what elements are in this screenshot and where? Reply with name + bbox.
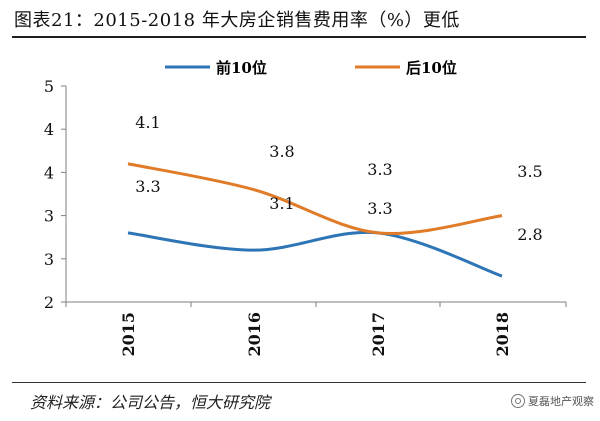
data-label: 3.5: [517, 162, 542, 181]
legend: 前10位 后10位: [165, 59, 457, 77]
x-tick-label: 2018: [493, 312, 512, 357]
bottom-rule: [12, 382, 586, 383]
y-tick-label: 5: [44, 77, 54, 96]
series-line-last10: [127, 162, 503, 236]
wechat-icon: [511, 394, 525, 408]
y-tick-label: 4: [44, 120, 54, 139]
axes: 2 3 3 4 4 5 2015 2016 2017 2018: [44, 77, 567, 357]
y-tick-label: 2: [44, 293, 54, 312]
legend-label-top10: 前10位: [216, 59, 267, 77]
title-rule: [12, 36, 586, 38]
data-label: 3.3: [367, 199, 392, 218]
data-label: 3.1: [269, 194, 294, 213]
y-tick-label: 4: [44, 163, 54, 182]
plot-area: 3.3 3.1 3.3 2.8 4.1 3.8 3.3 3.5: [127, 113, 543, 278]
y-tick-label: 3: [44, 207, 54, 226]
data-label: 3.8: [269, 142, 294, 161]
x-tick-label: 2017: [369, 312, 388, 357]
data-label: 4.1: [135, 113, 160, 132]
watermark: 夏磊地产观察: [511, 393, 594, 409]
legend-label-last10: 后10位: [406, 59, 457, 77]
data-label: 3.3: [367, 160, 392, 179]
series-line-top10: [127, 230, 503, 278]
x-tick-label: 2016: [245, 312, 264, 357]
source-note: 资料来源：公司公告，恒大研究院: [30, 393, 271, 412]
x-tick-label: 2015: [119, 312, 138, 357]
data-label: 2.8: [517, 225, 542, 244]
y-tick-label: 3: [44, 250, 54, 269]
chart-title: 图表21：2015-2018 年大房企销售费用率（%）更低: [14, 10, 460, 31]
watermark-text: 夏磊地产观察: [528, 395, 594, 408]
data-label: 3.3: [135, 177, 160, 196]
